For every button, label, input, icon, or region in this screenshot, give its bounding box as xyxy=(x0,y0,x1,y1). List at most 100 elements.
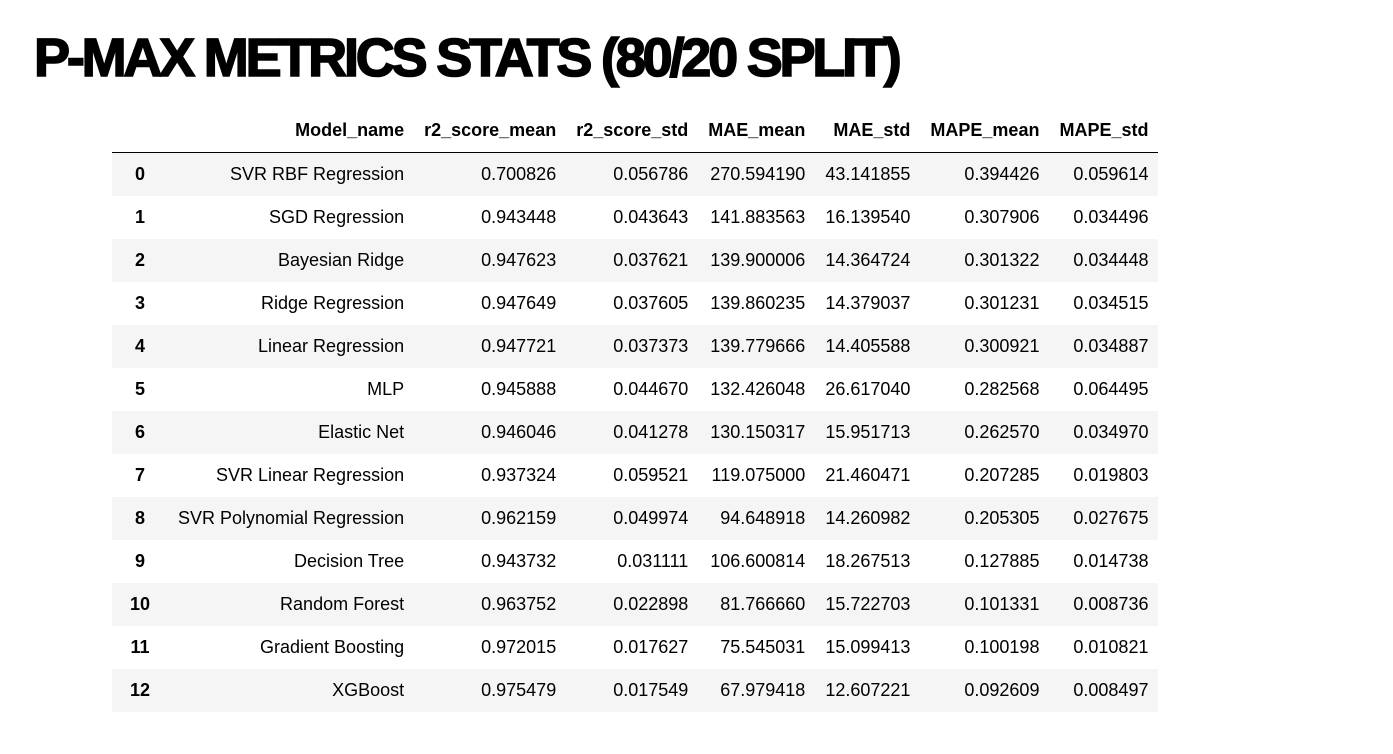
table-row: 12 XGBoost 0.975479 0.017549 67.979418 12.607… xyxy=(112,669,1159,712)
mape-std-cell: 0.059614 xyxy=(1073,164,1149,184)
r2-score-mean-cell: 0.946046 xyxy=(481,422,557,442)
header-mape-mean: MAPE_mean xyxy=(920,109,1050,153)
mape-mean-cell: 0.100198 xyxy=(964,637,1040,657)
model-name-cell: SGD Regression xyxy=(269,207,405,227)
mape-std-cell: 0.034970 xyxy=(1073,422,1149,442)
page-title: P-MAX METRICS STATS (80/20 SPLIT) xyxy=(33,27,902,89)
r2-score-mean-cell: 0.963752 xyxy=(481,594,557,614)
table-row: 5 MLP 0.945888 0.044670 132.426048 26.617040 0… xyxy=(112,368,1159,411)
mape-mean-cell: 0.301322 xyxy=(964,250,1040,270)
mae-mean-cell: 139.779666 xyxy=(710,336,806,356)
row-index: 11 xyxy=(130,637,150,657)
mape-std-cell: 0.008497 xyxy=(1073,680,1149,700)
table-row: 3 Ridge Regression 0.947649 0.037605 139.860… xyxy=(112,282,1159,325)
metrics-table: Model_name r2_score_mean r2_score_std MA… xyxy=(112,109,1159,712)
r2-score-mean-cell: 0.947649 xyxy=(481,293,557,313)
mape-mean-cell: 0.207285 xyxy=(964,465,1040,485)
row-index: 6 xyxy=(134,422,145,442)
mae-mean-cell: 75.545031 xyxy=(720,637,806,657)
mae-std-cell: 26.617040 xyxy=(825,379,911,399)
table-body: 0 SVR RBF Regression 0.700826 0.056786 270.5… xyxy=(112,152,1159,712)
header-model-name: Model_name xyxy=(168,109,415,153)
mape-std-cell: 0.014738 xyxy=(1073,551,1149,571)
row-index: 9 xyxy=(134,551,145,571)
mape-std-cell: 0.008736 xyxy=(1073,594,1149,614)
header-r2-score-std: r2_score_std xyxy=(566,109,699,153)
header-r2-score-mean: r2_score_mean xyxy=(414,109,567,153)
table-row: 0 SVR RBF Regression 0.700826 0.056786 270.5… xyxy=(112,152,1159,196)
r2-score-std-cell: 0.022898 xyxy=(613,594,689,614)
r2-score-std-cell: 0.043643 xyxy=(613,207,689,227)
mae-mean-cell: 132.426048 xyxy=(710,379,806,399)
r2-score-mean-cell: 0.962159 xyxy=(481,508,557,528)
r2-score-std-cell: 0.031111 xyxy=(617,551,689,571)
mape-std-cell: 0.034496 xyxy=(1073,207,1149,227)
mape-mean-cell: 0.282568 xyxy=(964,379,1040,399)
model-name-cell: Random Forest xyxy=(280,594,405,614)
model-name-cell: SVR Linear Regression xyxy=(216,465,405,485)
table-row: 10 Random Forest 0.963752 0.022898 81.766660… xyxy=(112,583,1159,626)
mape-std-cell: 0.064495 xyxy=(1073,379,1149,399)
r2-score-std-cell: 0.017549 xyxy=(613,680,689,700)
mae-std-cell: 18.267513 xyxy=(825,551,911,571)
row-index: 5 xyxy=(134,379,145,399)
mae-std-cell: 12.607221 xyxy=(825,680,911,700)
header-index xyxy=(112,109,168,153)
mape-mean-cell: 0.092609 xyxy=(964,680,1040,700)
row-index: 12 xyxy=(129,680,151,700)
r2-score-std-cell: 0.059521 xyxy=(613,465,689,485)
model-name-cell: Elastic Net xyxy=(318,422,405,442)
r2-score-std-cell: 0.017627 xyxy=(613,637,689,657)
mae-std-cell: 15.722703 xyxy=(825,594,911,614)
header-mae-mean: MAE_mean xyxy=(698,109,816,153)
model-name-cell: MLP xyxy=(367,379,405,399)
mae-std-cell: 14.364724 xyxy=(825,250,911,270)
r2-score-mean-cell: 0.947623 xyxy=(481,250,557,270)
table-row: 1 SGD Regression 0.943448 0.043643 141.88356… xyxy=(112,196,1159,239)
table-row: 4 Linear Regression 0.947721 0.037373 139.77… xyxy=(112,325,1159,368)
mape-mean-cell: 0.262570 xyxy=(964,422,1040,442)
model-name-cell: Gradient Boosting xyxy=(260,637,405,657)
header-mae-std: MAE_std xyxy=(815,109,921,153)
row-index: 7 xyxy=(134,465,145,485)
r2-score-std-cell: 0.056786 xyxy=(613,164,689,184)
mape-mean-cell: 0.301231 xyxy=(964,293,1040,313)
mae-mean-cell: 119.075000 xyxy=(711,465,806,485)
mae-mean-cell: 130.150317 xyxy=(710,422,806,442)
mape-std-cell: 0.019803 xyxy=(1073,465,1149,485)
mae-mean-cell: 270.594190 xyxy=(710,164,806,184)
header-row: Model_name r2_score_mean r2_score_std MA… xyxy=(112,109,1159,153)
header-mape-std: MAPE_std xyxy=(1049,109,1159,153)
model-name-cell: XGBoost xyxy=(332,680,405,700)
mape-std-cell: 0.034887 xyxy=(1073,336,1149,356)
mae-std-cell: 43.141855 xyxy=(825,164,911,184)
r2-score-std-cell: 0.041278 xyxy=(613,422,689,442)
table-row: 8 SVR Polynomial Regression 0.962159 0.0499… xyxy=(112,497,1159,540)
row-index: 1 xyxy=(134,207,145,227)
mae-std-cell: 15.099413 xyxy=(825,637,911,657)
row-index: 4 xyxy=(134,336,145,356)
mae-mean-cell: 139.860235 xyxy=(710,293,806,313)
table-row: 7 SVR Linear Regression 0.937324 0.059521 11… xyxy=(112,454,1159,497)
r2-score-mean-cell: 0.700826 xyxy=(481,164,557,184)
table-row: 6 Elastic Net 0.946046 0.041278 130.150317 15… xyxy=(112,411,1159,454)
mae-std-cell: 14.405588 xyxy=(825,336,911,356)
r2-score-mean-cell: 0.972015 xyxy=(481,637,557,657)
model-name-cell: Bayesian Ridge xyxy=(278,250,405,270)
row-index: 3 xyxy=(134,293,145,313)
table-row: 9 Decision Tree 0.943732 0.031111 106.600814… xyxy=(112,540,1159,583)
table-header: Model_name r2_score_mean r2_score_std MA… xyxy=(112,109,1159,153)
mape-mean-cell: 0.307906 xyxy=(964,207,1040,227)
mape-mean-cell: 0.300921 xyxy=(964,336,1040,356)
mape-std-cell: 0.010821 xyxy=(1073,637,1149,657)
mae-mean-cell: 67.979418 xyxy=(720,680,806,700)
mape-mean-cell: 0.205305 xyxy=(964,508,1040,528)
r2-score-mean-cell: 0.947721 xyxy=(481,336,557,356)
mape-std-cell: 0.027675 xyxy=(1073,508,1149,528)
r2-score-std-cell: 0.037621 xyxy=(613,250,689,270)
metrics-table-container: Model_name r2_score_mean r2_score_std MA… xyxy=(112,109,1159,712)
mape-std-cell: 0.034515 xyxy=(1073,293,1149,313)
mape-mean-cell: 0.394426 xyxy=(964,164,1040,184)
table-row: 2 Bayesian Ridge 0.947623 0.037621 139.90000… xyxy=(112,239,1159,282)
r2-score-mean-cell: 0.945888 xyxy=(481,379,557,399)
